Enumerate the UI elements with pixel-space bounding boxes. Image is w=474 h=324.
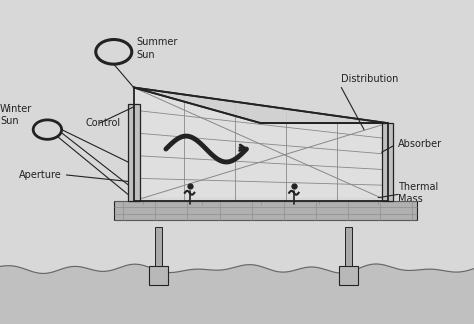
Text: Thermal
Mass: Thermal Mass [398,181,438,204]
Polygon shape [128,104,140,201]
Text: Summer
Sun: Summer Sun [137,37,178,60]
Circle shape [96,40,132,64]
Text: Winter
Sun: Winter Sun [0,104,32,126]
Polygon shape [134,87,388,123]
Text: Aperture: Aperture [19,170,62,180]
Text: Control: Control [85,118,120,128]
Polygon shape [339,266,358,285]
Polygon shape [149,266,168,285]
Polygon shape [114,201,417,220]
Polygon shape [155,227,162,266]
Text: Absorber: Absorber [398,139,442,149]
Polygon shape [382,123,393,201]
Text: Distribution: Distribution [341,75,399,84]
Circle shape [33,120,62,139]
Polygon shape [134,87,388,198]
Polygon shape [345,227,352,266]
